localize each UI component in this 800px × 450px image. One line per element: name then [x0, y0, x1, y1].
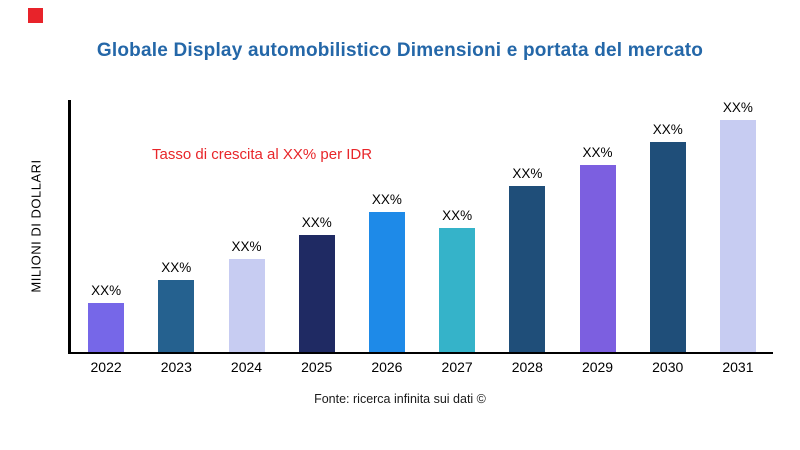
bar-slot: XX% — [352, 100, 422, 352]
y-axis-label: MILIONI DI DOLLARI — [28, 159, 44, 293]
brand-red-square — [28, 8, 43, 23]
bar-value-label: XX% — [371, 192, 402, 207]
bar-2022 — [88, 303, 125, 352]
bar-2030 — [649, 142, 686, 352]
x-axis-label: 2024 — [230, 359, 263, 375]
bar-slot: XX% — [211, 100, 281, 352]
bar-value-label: XX% — [91, 283, 122, 298]
x-axis-label: 2031 — [722, 359, 754, 375]
bar-value-label: XX% — [231, 239, 262, 254]
bar-value-label: XX% — [301, 215, 332, 230]
x-axis-label: 2029 — [581, 359, 614, 375]
x-axis-label: 2030 — [652, 359, 684, 375]
bar-2028 — [509, 186, 546, 352]
bar-2027 — [439, 228, 476, 352]
bar-slot: XX% — [141, 100, 211, 352]
x-axis-label: 2022 — [90, 359, 122, 375]
bar-value-label: XX% — [512, 166, 543, 181]
bar-2024 — [228, 259, 265, 352]
bar-value-label: XX% — [442, 208, 473, 223]
bar-2026 — [368, 212, 405, 352]
bar-2031 — [719, 120, 756, 352]
bar-2029 — [579, 165, 616, 352]
bar-slot: XX% — [703, 100, 773, 352]
growth-rate-annotation: Tasso di crescita al XX% per IDR — [152, 146, 373, 163]
bar-value-label: XX% — [652, 122, 683, 137]
bar-slot: XX% — [633, 100, 703, 352]
chart-title: Globale Display automobilistico Dimensio… — [96, 40, 704, 61]
source-caption: Fonte: ricerca infinita sui dati © — [314, 392, 486, 406]
x-axis-labels: 2022 2023 2024 2025 2026 2027 2028 2029 2030 2031 — [71, 359, 773, 375]
bar-2023 — [158, 280, 195, 352]
bar-value-label: XX% — [582, 145, 613, 160]
bar-slot: XX% — [422, 100, 492, 352]
bar-slot: XX% — [562, 100, 632, 352]
plot-area: XX% XX% XX% XX% XX% XX% XX% XX% XX% XX% — [68, 100, 773, 354]
x-axis-label: 2027 — [441, 359, 473, 375]
bar-2025 — [298, 235, 335, 352]
x-axis-label: 2028 — [511, 359, 543, 375]
bar-slot: XX% — [282, 100, 352, 352]
bar-value-label: XX% — [722, 100, 753, 115]
x-axis-label: 2026 — [371, 359, 403, 375]
bar-slot: XX% — [71, 100, 141, 352]
x-axis-label: 2025 — [301, 359, 333, 375]
bar-slot: XX% — [492, 100, 562, 352]
bar-value-label: XX% — [161, 260, 192, 275]
x-axis-label: 2023 — [160, 359, 192, 375]
